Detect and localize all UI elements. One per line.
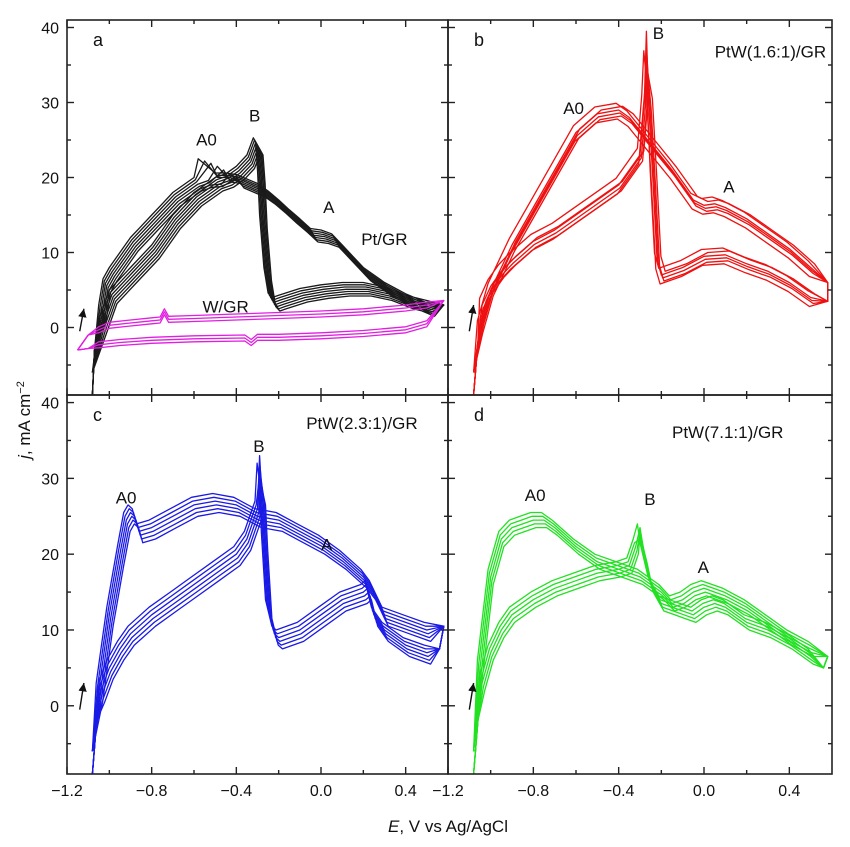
cycle-line-1 xyxy=(472,519,829,774)
annotation-a: A xyxy=(321,535,333,554)
cycle-line-4 xyxy=(91,143,445,395)
panel-c: c PtW(2.3:1)/GR B A0 A xyxy=(66,394,449,775)
annotation-a0: A0 xyxy=(525,486,546,505)
scan-direction-arrow xyxy=(78,682,87,710)
x-tick-label: 0.4 xyxy=(778,783,800,800)
scan-direction-arrow xyxy=(468,304,477,332)
y-axis-title-sup: −2 xyxy=(15,381,27,394)
y-tick-label: 20 xyxy=(41,171,59,188)
cycle-line-6 xyxy=(91,462,445,774)
panel-letter-d: d xyxy=(474,405,484,425)
cycle-line-5 xyxy=(472,511,829,774)
annotation-pt-gr: Pt/GR xyxy=(361,230,407,249)
x-tick-label: 0.0 xyxy=(310,783,332,800)
y-axis-title-var: j xyxy=(15,454,34,461)
x-tick-label: −0.8 xyxy=(518,783,550,800)
panels-layer: a A0 B A Pt/GR W/GR b B PtW(1.6:1)/GR A0 Ac PtW(2.3… xyxy=(66,19,833,775)
cycle-line-6 xyxy=(91,148,445,395)
series-ptw-1-6-1-gr xyxy=(472,30,829,395)
y-tick-label: 30 xyxy=(41,471,59,488)
y-axis-title-rest: , mA cm xyxy=(15,394,34,455)
annotation-a0: A0 xyxy=(563,99,584,118)
axes-layer: 0 10 20 30 40 0 10 20 30 40 −1.2 −0.8 −0.4 0.0 0.4 −1.2… xyxy=(41,21,800,801)
cycle-line-5 xyxy=(91,146,445,395)
panel-letter-c: c xyxy=(93,405,102,425)
y-tick-label: 30 xyxy=(41,96,59,113)
y-tick-label: 10 xyxy=(41,246,59,263)
panel-letter-b: b xyxy=(474,30,484,50)
panel-letter-a: a xyxy=(93,30,104,50)
series-ptw-2-3-1-gr xyxy=(91,454,445,774)
y-axis-title: j, mA cm−2 xyxy=(15,381,34,461)
cycle-line-4 xyxy=(91,473,445,774)
y-tick-label: 40 xyxy=(41,396,59,413)
annotation-ptw-1-6-1-gr: PtW(1.6:1)/GR xyxy=(715,43,826,62)
panel-b-curves xyxy=(472,30,829,395)
y-tick-label: 10 xyxy=(41,623,59,640)
annotation-a: A xyxy=(723,178,735,197)
annotation-a0: A0 xyxy=(116,488,137,507)
annotation-b: B xyxy=(644,490,655,509)
annotation-a: A xyxy=(323,198,335,217)
annotation-b: B xyxy=(653,24,664,43)
y-tick-label: 40 xyxy=(41,21,59,38)
x-tick-label: −0.4 xyxy=(603,783,635,800)
cycle-line-4 xyxy=(472,515,829,774)
annotation-b: B xyxy=(253,437,264,456)
panel-d-frame xyxy=(447,394,833,775)
y-tick-label: 0 xyxy=(50,699,59,716)
cycle-line-1 xyxy=(91,454,445,774)
cycle-line-2 xyxy=(91,462,445,774)
cycle-line-7 xyxy=(91,150,445,395)
annotation-w-gr: W/GR xyxy=(203,298,249,317)
cycle-line-6 xyxy=(472,50,829,395)
series-ptw-7-1-1-gr xyxy=(472,511,829,774)
x-tick-label: −0.4 xyxy=(221,783,253,800)
cycle-line-3 xyxy=(472,526,829,774)
cycle-line-2 xyxy=(91,139,445,395)
panel-d-curves xyxy=(472,511,829,774)
panel-a-curves xyxy=(77,137,445,395)
annotation-ptw-7-1-1-gr: PtW(7.1:1)/GR xyxy=(672,423,783,442)
panel-d: d PtW(7.1:1)/GR A0 B A xyxy=(447,394,833,775)
x-tick-label: 0.0 xyxy=(693,783,715,800)
annotation-a0: A0 xyxy=(196,130,217,149)
annotation-b: B xyxy=(249,106,260,125)
x-tick-label: 0.4 xyxy=(395,783,417,800)
cycle-line-2 xyxy=(472,523,829,774)
y-tick-label: 20 xyxy=(41,547,59,564)
x-axis-title-var: E xyxy=(388,817,400,836)
cycle-line-5 xyxy=(91,477,445,774)
y-tick-label: 0 xyxy=(50,321,59,338)
cycle-line-2 xyxy=(77,299,445,351)
scan-direction-arrow xyxy=(78,308,87,332)
cycle-line-1 xyxy=(472,30,829,395)
cycle-line-3 xyxy=(77,299,445,351)
cycle-line-3 xyxy=(91,470,445,774)
series-w-gr xyxy=(77,299,445,351)
panel-c-curves xyxy=(91,454,445,774)
x-tick-label: −0.8 xyxy=(136,783,168,800)
x-axis-title-rest: , V vs Ag/AgCl xyxy=(399,817,508,836)
annotation-ptw-2-3-1-gr: PtW(2.3:1)/GR xyxy=(306,414,417,433)
x-tick-label: −1.2 xyxy=(51,783,83,800)
annotation-a: A xyxy=(698,558,710,577)
x-axis-title: E, V vs Ag/AgCl xyxy=(388,817,508,836)
scan-direction-arrow xyxy=(468,682,477,710)
cycle-line-1 xyxy=(77,299,445,351)
cycle-line-2 xyxy=(472,45,829,395)
cycle-line-5 xyxy=(472,71,829,395)
x-tick-label: −1.2 xyxy=(432,783,464,800)
